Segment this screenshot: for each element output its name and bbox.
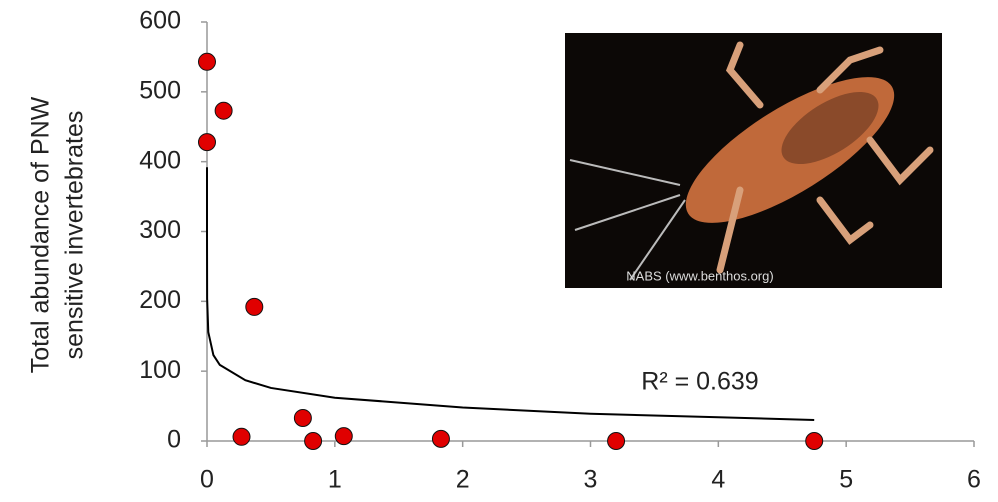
point xyxy=(293,408,312,427)
point xyxy=(607,432,626,450)
trendline xyxy=(206,167,815,422)
x-tick-label: 2 xyxy=(456,466,470,494)
y-tick-label: 0 xyxy=(167,426,181,454)
x-tick-label: 3 xyxy=(584,466,598,494)
point xyxy=(214,101,233,120)
y-tick-label: 500 xyxy=(139,76,181,104)
point xyxy=(805,432,824,450)
y-tick-label: 100 xyxy=(139,356,181,384)
photo-credit: NABS (www.benthos.org) xyxy=(626,268,773,283)
point xyxy=(431,429,450,448)
point xyxy=(334,427,353,446)
x-tick-label: 0 xyxy=(200,466,214,494)
x-tick-label: 6 xyxy=(967,466,981,494)
point xyxy=(245,297,264,316)
y-tick-label: 300 xyxy=(139,216,181,244)
y-axis-title: sensitive invertebrates xyxy=(61,111,89,360)
y-axis-title: Total abundance of PNW xyxy=(27,96,55,373)
annotation: R² = 0.639 xyxy=(641,368,758,396)
x-tick-label: 5 xyxy=(839,466,853,494)
x-tick-label: 4 xyxy=(711,466,725,494)
point xyxy=(198,133,216,152)
point xyxy=(304,432,323,450)
y-tick-label: 600 xyxy=(139,7,181,35)
y-tick-label: 400 xyxy=(139,146,181,174)
point xyxy=(232,427,251,446)
y-tick-label: 200 xyxy=(139,286,181,314)
photo: NABS (www.benthos.org) xyxy=(565,33,942,288)
x-tick-label: 1 xyxy=(328,466,342,494)
point xyxy=(198,52,216,71)
